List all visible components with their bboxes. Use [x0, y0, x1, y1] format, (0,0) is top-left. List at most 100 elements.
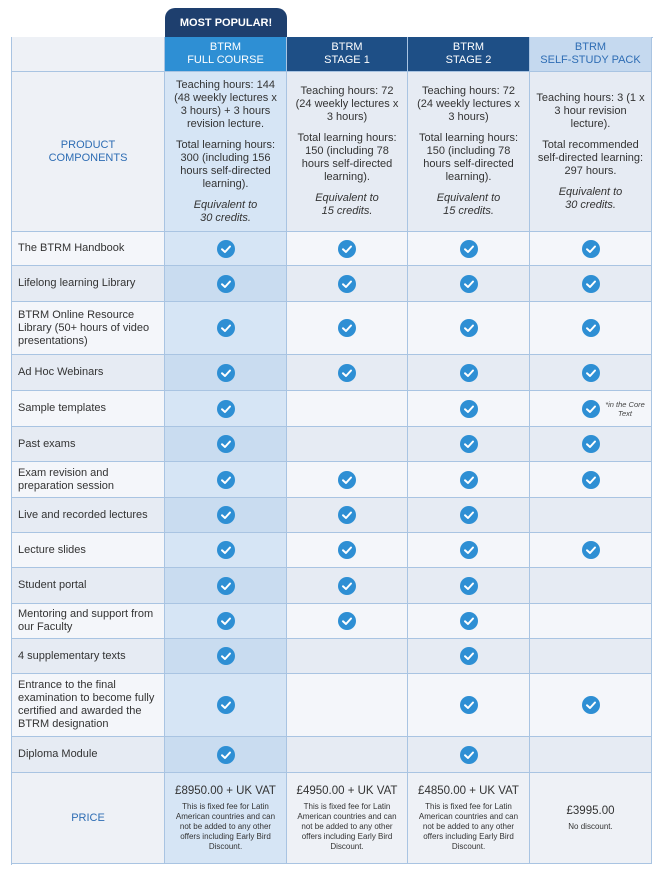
feature-cell	[408, 302, 530, 355]
header-empty	[12, 37, 165, 72]
feature-cell	[530, 737, 652, 773]
column-name: BTRM	[209, 41, 242, 53]
feature-cell	[408, 266, 530, 302]
feature-name: The BTRM Handbook	[18, 242, 125, 254]
check-icon	[216, 745, 235, 764]
feature-cell	[530, 498, 652, 533]
check-icon	[459, 647, 478, 665]
check-icon	[216, 506, 235, 524]
feature-name: Sample templates	[18, 402, 107, 414]
feature-cell	[530, 266, 652, 302]
teaching-hours: Teaching hours: 3 (1 x 3 hour revision l…	[536, 91, 645, 130]
feature-cell	[530, 568, 652, 604]
feature-name: Lecture slides	[18, 543, 86, 556]
teaching-hours: Teaching hours: 72 (24 weekly lectures x…	[295, 85, 399, 123]
feature-cell	[530, 355, 652, 391]
feature-label: Mentoring and support from our Faculty	[12, 604, 165, 639]
feature-cell	[287, 604, 408, 639]
price-cell: £4850.00 + UK VAT This is fixed fee for L…	[408, 773, 530, 864]
feature-cell	[408, 737, 530, 773]
feature-cell	[530, 639, 652, 674]
check-icon	[338, 612, 356, 630]
check-icon	[459, 239, 478, 258]
price-note: This is fixed fee for Latin American cou…	[418, 801, 519, 851]
check-icon	[338, 274, 356, 293]
feature-name: BTRM Online Resource Library (50+ hours …	[18, 308, 150, 347]
feature-cell	[287, 266, 408, 302]
feature-name: Lifelong learning Library	[18, 277, 136, 289]
check-icon	[459, 470, 478, 489]
feature-cell	[165, 604, 287, 639]
feature-cell	[165, 427, 287, 462]
feature-cell	[408, 391, 530, 427]
feature-cell	[530, 533, 652, 568]
feature-name: Ad Hoc Webinars	[18, 366, 104, 378]
feature-label: BTRM Online Resource Library (50+ hours …	[12, 302, 165, 355]
price: £8950.00 + UK VAT	[175, 784, 276, 797]
feature-name: Past exams	[18, 437, 76, 450]
credits: Equivalent to 15 credits.	[436, 192, 501, 217]
check-icon	[581, 239, 600, 258]
price: £3995.00	[566, 804, 615, 817]
table-border	[11, 37, 12, 865]
feature-cell	[165, 674, 287, 737]
price-note: This is fixed fee for Latin American cou…	[175, 801, 276, 851]
feature-cell	[165, 498, 287, 533]
feature-label: Sample templates	[12, 391, 165, 427]
column-header: BTRM STAGE 2	[408, 37, 530, 72]
check-icon	[216, 541, 235, 559]
feature-cell	[287, 462, 408, 498]
check-icon	[581, 696, 600, 714]
column-header: BTRM FULL COURSE	[165, 37, 287, 72]
check-icon	[581, 363, 600, 382]
check-icon	[216, 696, 235, 714]
feature-cell	[287, 533, 408, 568]
check-icon	[459, 745, 478, 764]
check-icon	[581, 319, 600, 337]
feature-cell	[408, 604, 530, 639]
check-icon	[338, 506, 356, 524]
check-icon	[216, 647, 235, 665]
check-icon	[216, 612, 235, 630]
check-icon	[459, 541, 478, 559]
feature-cell	[530, 674, 652, 737]
feature-label: Entrance to the final examination to bec…	[12, 674, 165, 737]
teaching-hours: Teaching hours: 72 (24 weekly lectures x…	[417, 85, 520, 123]
feature-cell	[287, 355, 408, 391]
check-icon	[216, 239, 235, 258]
check-icon	[459, 399, 478, 418]
price-note: This is fixed fee for Latin American cou…	[297, 801, 397, 851]
label: PRODUCT COMPONENTS	[48, 138, 128, 164]
feature-cell	[530, 232, 652, 266]
feature-cell	[287, 568, 408, 604]
column-name: BTRM	[331, 41, 363, 53]
check-icon	[338, 576, 356, 595]
feature-cell	[408, 232, 530, 266]
feature-label: Lecture slides	[12, 533, 165, 568]
feature-name: Entrance to the final examination to bec…	[18, 679, 155, 730]
feature-cell	[530, 302, 652, 355]
feature-name: Diploma Module	[18, 748, 98, 760]
price-note: No discount.	[568, 821, 613, 831]
feature-cell	[165, 266, 287, 302]
check-icon	[459, 506, 478, 524]
feature-cell	[165, 639, 287, 674]
check-icon	[338, 470, 356, 489]
components-cell: Teaching hours: 3 (1 x 3 hour revision l…	[530, 72, 652, 232]
feature-cell	[408, 498, 530, 533]
feature-label: The BTRM Handbook	[12, 232, 165, 266]
column-subtitle: SELF-STUDY PACK	[540, 54, 641, 66]
price: £4950.00 + UK VAT	[296, 784, 398, 797]
check-icon	[581, 541, 600, 559]
check-icon	[459, 576, 478, 595]
feature-cell	[408, 568, 530, 604]
feature-label: Lifelong learning Library	[12, 266, 165, 302]
check-icon	[216, 399, 235, 418]
feature-cell	[408, 639, 530, 674]
feature-cell	[287, 232, 408, 266]
price-cell: £8950.00 + UK VAT This is fixed fee for L…	[165, 773, 287, 864]
learning-hours: Total learning hours: 150 (including 78 …	[418, 132, 519, 183]
column-name: BTRM	[574, 41, 607, 53]
feature-cell	[165, 302, 287, 355]
